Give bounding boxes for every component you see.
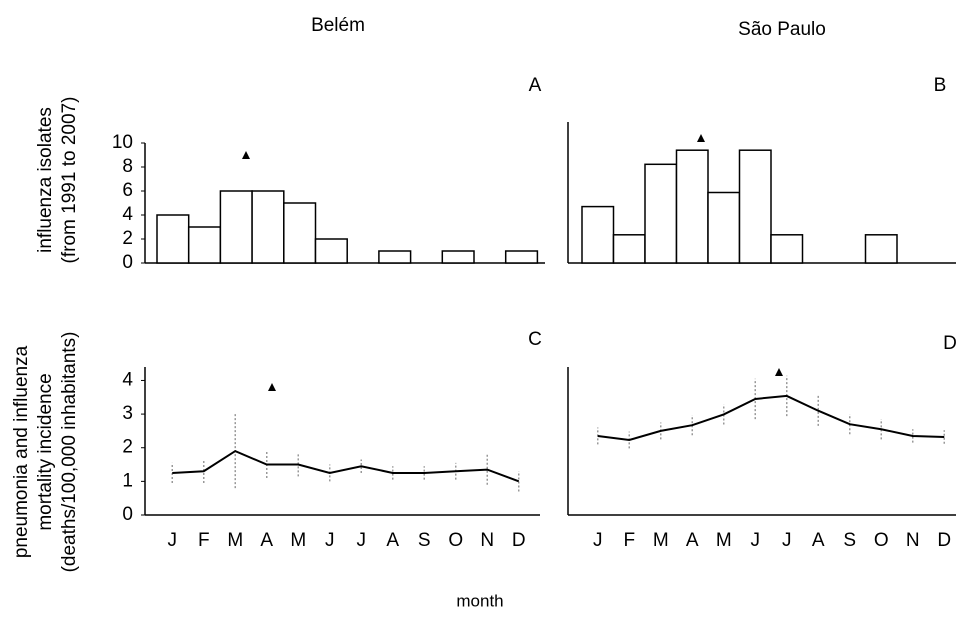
y-axis-title-line: (from 1991 to 2007) <box>59 97 80 264</box>
bar <box>187 226 222 264</box>
peak-marker <box>268 383 276 391</box>
x-tick-label: J <box>168 530 178 551</box>
x-tick-label: M <box>227 530 243 551</box>
bar <box>219 190 253 264</box>
x-tick-label: J <box>357 530 367 551</box>
bar <box>675 149 709 264</box>
y-axis-title-line: influenza isolates <box>35 107 56 253</box>
x-tick-label: D <box>512 530 526 551</box>
bar <box>644 163 678 264</box>
bar <box>864 234 898 264</box>
y-axis-title: pneumonia and influenza mortality incide… <box>11 332 80 573</box>
x-tick-label: M <box>653 530 669 551</box>
x-tick-label: A <box>686 530 699 551</box>
x-tick-label: J <box>593 530 603 551</box>
peak-marker <box>775 368 783 376</box>
y-tick-label: 4 <box>122 369 133 390</box>
bar <box>707 191 741 264</box>
x-tick-label: A <box>386 530 399 551</box>
y-axis-title-line: (deaths/100,000 inhabitants) <box>59 332 80 573</box>
x-tick-label: F <box>198 530 210 551</box>
panel-label: A <box>529 75 542 96</box>
bar <box>504 250 539 264</box>
peak-marker <box>242 151 250 159</box>
column-title: Belém <box>311 15 365 36</box>
bar <box>378 250 412 264</box>
x-tick-label: O <box>874 530 889 551</box>
data-line <box>597 394 945 442</box>
x-tick-label: J <box>325 530 335 551</box>
x-tick-label: M <box>290 530 306 551</box>
y-axis-title: influenza isolates (from 1991 to 2007) <box>35 97 80 264</box>
x-tick-label: D <box>937 530 951 551</box>
y-tick-label: 2 <box>122 437 133 458</box>
bar <box>738 149 772 264</box>
y-tick-label: 10 <box>112 132 133 153</box>
bar <box>581 205 615 264</box>
bar <box>156 214 190 264</box>
x-tick-label: A <box>260 530 273 551</box>
x-tick-label: S <box>418 530 431 551</box>
y-tick-label: 4 <box>122 204 133 225</box>
x-tick-label: F <box>623 530 635 551</box>
x-tick-label: J <box>782 530 792 551</box>
bar <box>770 234 804 264</box>
column-title: São Paulo <box>738 19 826 40</box>
y-tick-label: 3 <box>122 403 133 424</box>
panel-label: C <box>528 329 542 350</box>
bar <box>441 250 475 264</box>
y-axis-title-line: pneumonia and influenza <box>11 345 32 558</box>
y-tick-label: 8 <box>122 156 133 177</box>
peak-marker <box>697 134 705 142</box>
x-tick-label: A <box>812 530 825 551</box>
x-tick-label: J <box>751 530 761 551</box>
x-tick-label: N <box>906 530 920 551</box>
x-tick-label: O <box>448 530 463 551</box>
y-tick-label: 6 <box>122 180 133 201</box>
x-axis-title: month <box>456 591 503 610</box>
data-line <box>172 449 520 483</box>
y-tick-label: 0 <box>122 504 133 525</box>
panel-label: B <box>934 75 947 96</box>
bar <box>314 238 348 264</box>
y-tick-label: 0 <box>122 252 133 273</box>
y-tick-label: 1 <box>122 470 133 491</box>
x-tick-label: M <box>716 530 732 551</box>
bar <box>612 234 646 264</box>
x-tick-label: N <box>480 530 494 551</box>
y-axis-title-line: mortality incidence <box>35 373 56 530</box>
x-tick-label: S <box>843 530 856 551</box>
bar <box>251 190 285 264</box>
bar <box>283 202 317 264</box>
y-tick-label: 2 <box>122 228 133 249</box>
panel-label: D <box>943 333 957 354</box>
